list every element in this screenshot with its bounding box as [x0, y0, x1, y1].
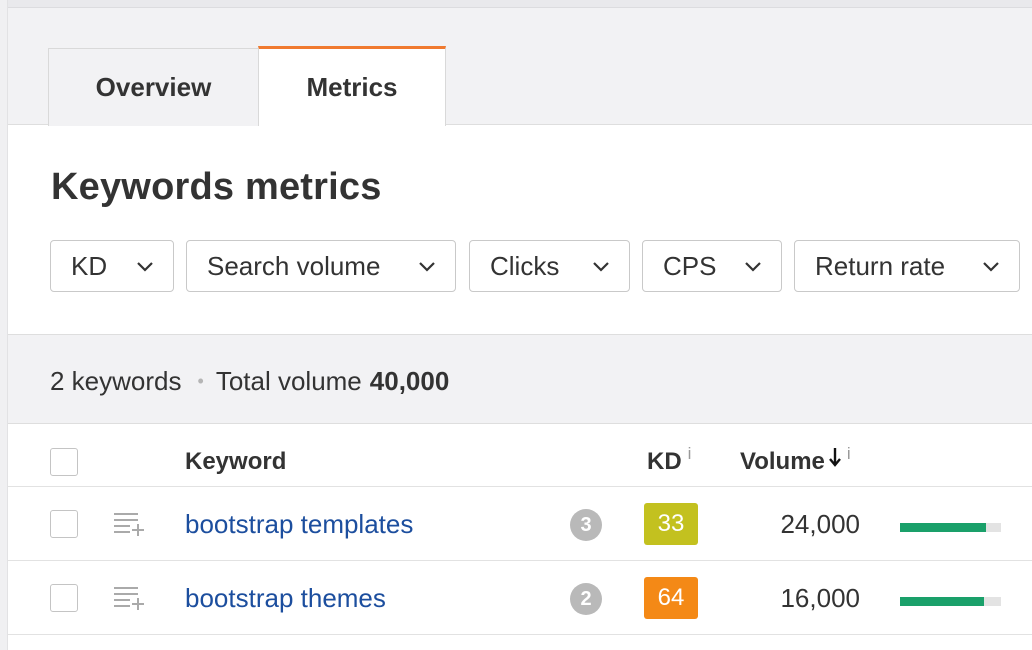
chevron-down-icon: [591, 256, 611, 276]
column-header-keyword[interactable]: Keyword: [185, 448, 287, 475]
sort-desc-arrow-icon: [828, 446, 841, 475]
filter-clicks-label: Clicks: [490, 250, 560, 281]
volume-bar: [900, 597, 1001, 606]
volume-value: 16,000: [780, 583, 860, 613]
chevron-down-icon: [417, 256, 437, 276]
add-to-list-icon[interactable]: [112, 584, 146, 612]
tab-metrics-label: Metrics: [306, 72, 398, 102]
tab-metrics[interactable]: Metrics: [258, 46, 446, 126]
chevron-down-icon: [981, 256, 1001, 276]
left-edge: [0, 0, 8, 650]
info-icon[interactable]: i: [687, 444, 692, 463]
separator-dot: •: [197, 371, 204, 391]
column-header-volume[interactable]: Volume i: [740, 444, 851, 477]
column-header-kd-label: KD: [647, 448, 682, 475]
volume-bar-fill: [900, 597, 984, 606]
filter-cps[interactable]: CPS: [642, 240, 782, 292]
keyword-link[interactable]: bootstrap templates: [185, 509, 414, 539]
serp-features-badge[interactable]: 3: [570, 509, 602, 541]
table-row: [8, 561, 1032, 635]
filter-cps-label: CPS: [663, 250, 717, 281]
total-volume-label: Total volume: [215, 366, 362, 396]
column-header-volume-label: Volume: [740, 448, 825, 475]
summary-bar: [8, 334, 1032, 424]
filter-return-rate[interactable]: Return rate: [794, 240, 1020, 292]
keywords-summary: 2 keywords • Total volume 40,000: [50, 366, 449, 397]
kd-badge: 64: [644, 577, 698, 619]
select-all-checkbox[interactable]: [50, 448, 78, 476]
kd-badge: 33: [644, 503, 698, 545]
volume-value: 24,000: [780, 509, 860, 539]
add-to-list-icon[interactable]: [112, 510, 146, 538]
table-header: [8, 424, 1032, 487]
serp-features-badge[interactable]: 2: [570, 583, 602, 615]
column-header-kd[interactable]: KD i: [647, 444, 691, 476]
keyword-count: 2 keywords: [50, 366, 182, 396]
metrics-panel: [8, 126, 1032, 334]
total-volume-value: 40,000: [369, 366, 450, 396]
volume-bar: [900, 523, 1001, 532]
keyword-link[interactable]: bootstrap themes: [185, 583, 386, 613]
page-title: Keywords metrics: [51, 166, 382, 208]
filter-kd-label: KD: [71, 250, 108, 281]
volume-bar-fill: [900, 523, 986, 532]
filter-search-volume-label: Search volume: [207, 250, 381, 281]
chevron-down-icon: [743, 256, 763, 276]
info-icon[interactable]: i: [846, 444, 851, 463]
row-checkbox[interactable]: [50, 510, 78, 538]
filter-search-volume[interactable]: Search volume: [186, 240, 456, 292]
row-checkbox[interactable]: [50, 584, 78, 612]
chevron-down-icon: [135, 256, 155, 276]
filter-kd[interactable]: KD: [50, 240, 174, 292]
tab-overview[interactable]: Overview: [48, 48, 259, 126]
tab-overview-label: Overview: [95, 72, 212, 102]
filter-clicks[interactable]: Clicks: [469, 240, 630, 292]
table-row: [8, 487, 1032, 561]
top-strip: [8, 0, 1032, 8]
filter-return-rate-label: Return rate: [815, 250, 946, 281]
